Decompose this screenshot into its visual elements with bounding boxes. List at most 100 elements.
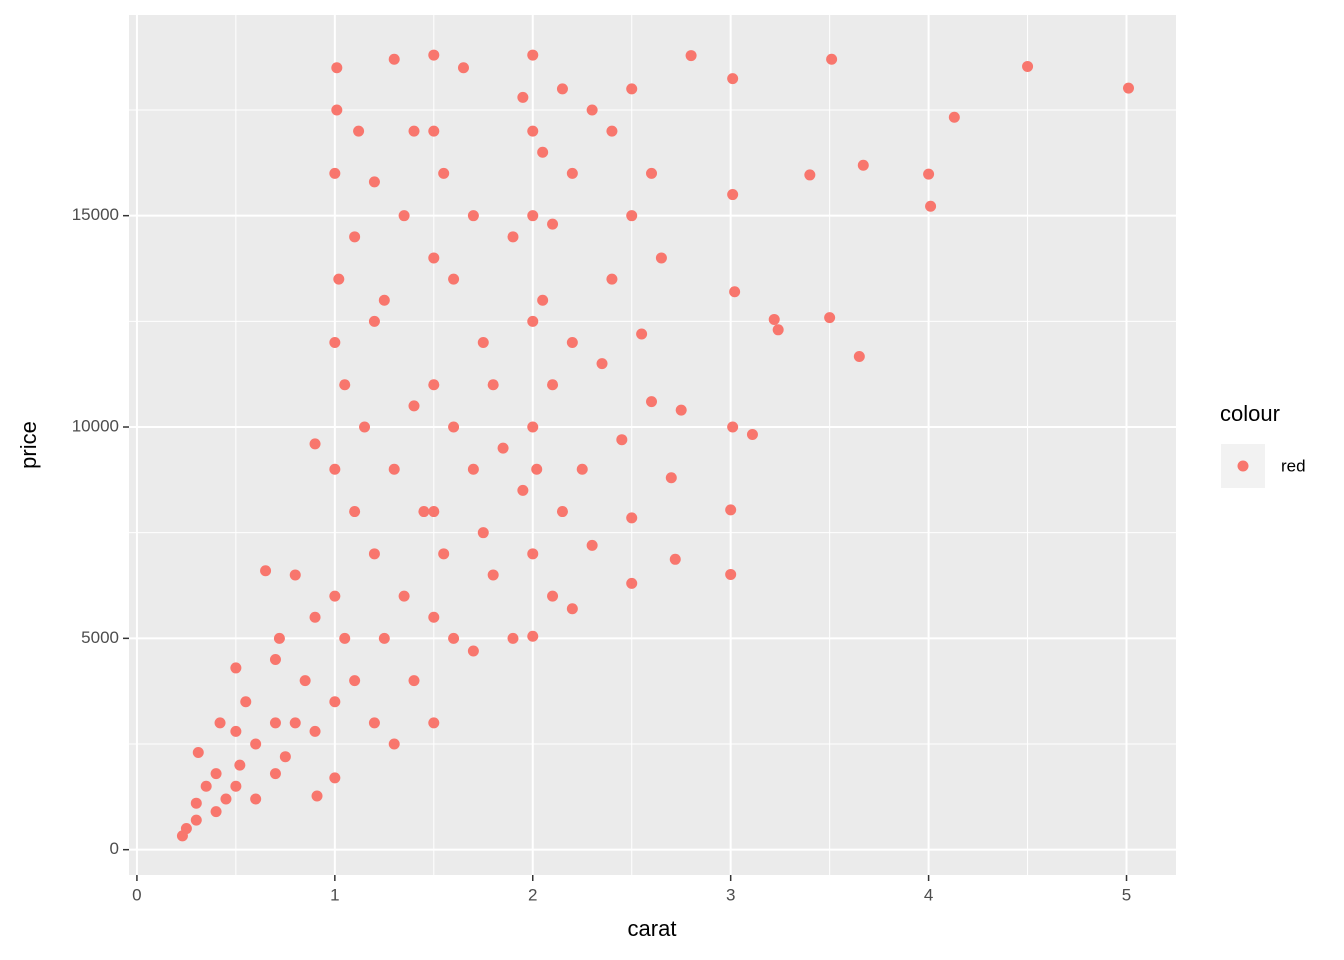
point [457,62,469,74]
point [857,159,869,171]
point [527,125,539,137]
point [378,294,390,306]
point [378,632,390,644]
point [527,630,539,642]
point [428,49,440,61]
point [234,759,246,771]
point [646,396,658,408]
point [428,125,440,137]
point [556,506,568,518]
point [1022,60,1034,72]
point [531,463,543,475]
point [853,351,865,363]
point [220,793,232,805]
point [190,797,202,809]
point [669,553,681,565]
y-tick-label: 15000 [72,205,119,224]
point [576,463,588,475]
point [1122,82,1134,94]
point [448,421,460,433]
point [309,611,321,623]
point [566,603,578,615]
point [725,568,737,580]
point [289,569,301,581]
point [606,273,618,285]
point [487,379,499,391]
y-tick-label: 10000 [72,416,119,435]
point [329,590,341,602]
point [331,104,343,116]
point [477,336,489,348]
point [190,814,202,826]
x-tick-label: 2 [528,885,537,904]
point [537,146,549,158]
point [368,315,380,327]
point [353,125,365,137]
point [487,569,499,581]
point [438,167,450,179]
point [497,442,509,454]
point [467,463,479,475]
point [368,548,380,560]
point [566,167,578,179]
point [428,252,440,264]
point [333,273,345,285]
point [349,675,361,687]
x-tick-label: 5 [1122,885,1131,904]
point [527,210,539,222]
point [527,548,539,560]
legend-marker [1237,460,1249,472]
x-tick-label: 1 [330,885,339,904]
point [925,200,937,212]
point [636,328,648,340]
point [428,379,440,391]
point [556,83,568,95]
point [200,780,212,792]
point [210,806,222,818]
point [772,324,784,336]
point [727,421,739,433]
point [586,539,598,551]
point [725,504,737,516]
point [309,438,321,450]
point [547,590,559,602]
panel [129,15,1176,875]
point [359,421,371,433]
legend-title: colour [1220,401,1280,426]
point [289,717,301,729]
point [626,512,638,524]
point [230,662,242,674]
point [180,823,192,835]
point [448,273,460,285]
point [729,286,741,298]
point [331,62,343,74]
point [210,768,222,780]
legend-label: red [1281,456,1306,475]
point [675,404,687,416]
point [311,790,323,802]
point [923,168,935,180]
point [329,463,341,475]
point [655,252,667,264]
point [477,527,489,539]
point [467,210,479,222]
point [826,53,838,65]
point [214,717,226,729]
point [746,428,758,440]
point [685,50,697,62]
point [527,49,539,61]
point [339,632,351,644]
x-tick-label: 0 [132,885,141,904]
y-tick-label: 5000 [81,628,119,647]
y-axis-title: price [16,421,41,469]
point [339,379,351,391]
point [727,73,739,85]
point [626,210,638,222]
point [517,484,529,496]
point [428,611,440,623]
point [279,751,291,763]
point [768,313,780,325]
point [388,463,400,475]
